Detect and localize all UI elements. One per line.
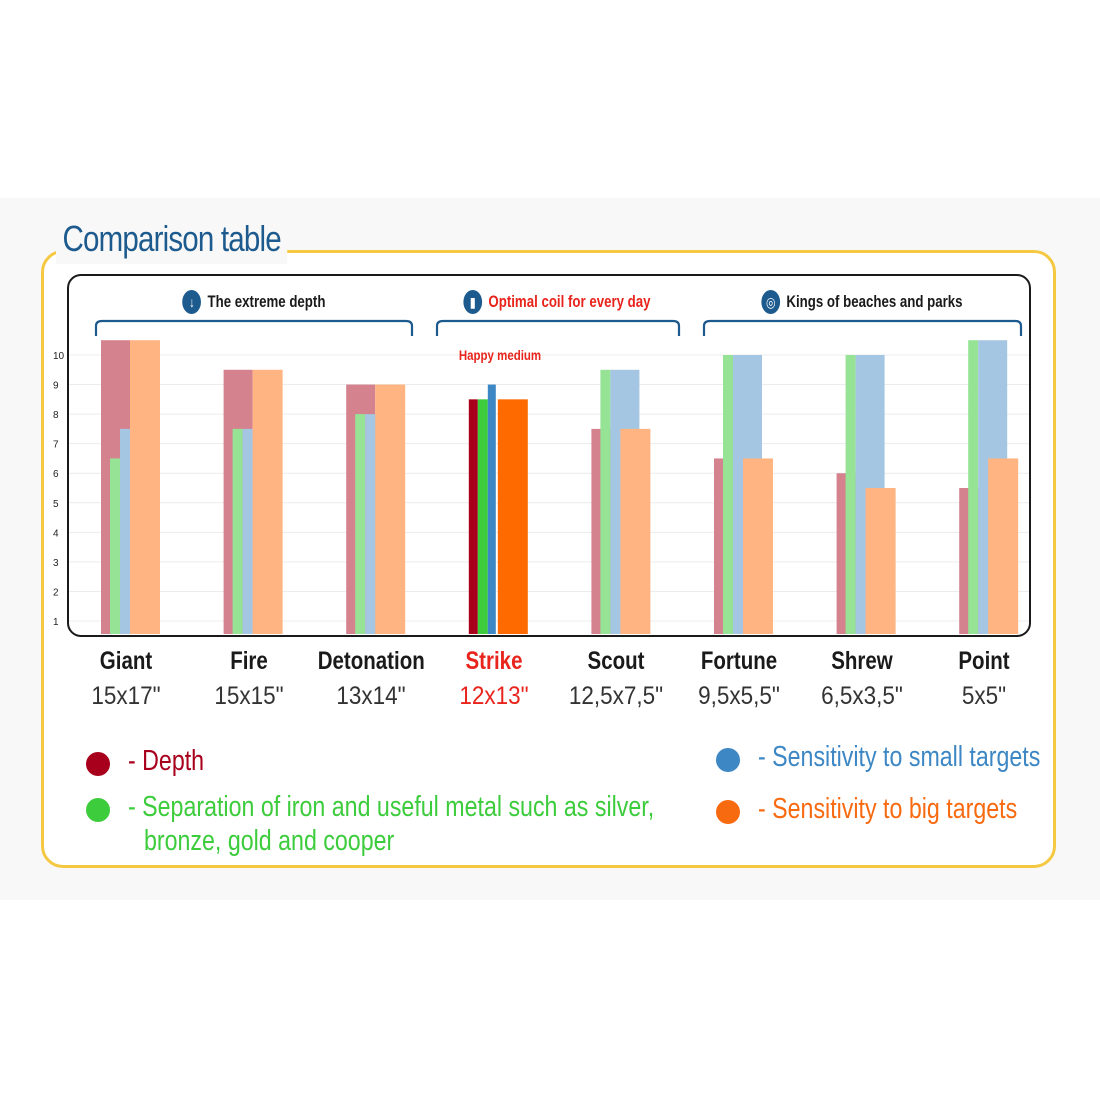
bar-separation-detonation bbox=[355, 414, 366, 634]
bar-sensitivity-to-big-targets-detonation bbox=[375, 384, 406, 634]
bar-sensitivity-to-small-targets-strike bbox=[487, 384, 496, 634]
y-tick-label: 5 bbox=[53, 499, 59, 510]
bar-separation-shrew bbox=[845, 355, 856, 634]
group-heading-extreme-depth: ↓ The extreme depth bbox=[131, 287, 377, 317]
annotation-happy-medium: Happy medium bbox=[459, 347, 541, 363]
coil-name-detonation: Detonation bbox=[317, 647, 425, 675]
coil-name-fortune: Fortune bbox=[700, 647, 778, 675]
legend-label: - Depth bbox=[128, 745, 205, 777]
y-tick-label: 4 bbox=[53, 528, 59, 539]
legend-label: - Sensitivity to big targets bbox=[758, 793, 1018, 825]
legend-swatch bbox=[716, 748, 740, 772]
group-heading-label: Kings of beaches and parks bbox=[786, 292, 963, 311]
legend-item-depth: - Depth bbox=[86, 744, 223, 778]
coil-name-point: Point bbox=[958, 647, 1010, 675]
legend-item-big-targets: - Sensitivity to big targets bbox=[716, 792, 1082, 826]
legend-label-line2: bronze, gold and cooper bbox=[144, 825, 395, 857]
coil-name-fire: Fire bbox=[229, 647, 268, 675]
coil-name-giant: Giant bbox=[99, 647, 153, 675]
coil-name-scout: Scout bbox=[587, 647, 645, 675]
group-bracket bbox=[702, 319, 1023, 336]
bar-separation-point bbox=[968, 340, 979, 634]
y-tick-label: 8 bbox=[53, 410, 59, 421]
arrow-down-icon: ↓ bbox=[182, 290, 202, 314]
y-tick-label: 9 bbox=[53, 381, 59, 392]
bar-sensitivity-to-big-targets-fortune bbox=[743, 458, 773, 634]
legend-swatch bbox=[716, 800, 740, 824]
y-tick-label: 6 bbox=[53, 469, 59, 480]
y-tick-label: 1 bbox=[53, 617, 59, 628]
bar-separation-fire bbox=[232, 428, 243, 634]
bar-sensitivity-to-big-targets-scout bbox=[620, 428, 651, 634]
group-heading-kings-beaches: ◎ Kings of beaches and parks bbox=[738, 287, 986, 317]
legend-swatch bbox=[86, 752, 110, 776]
legend-item-separation: - Separation of iron and useful metal su… bbox=[86, 790, 786, 858]
bar-separation-strike bbox=[477, 399, 488, 634]
coil-size-shrew: 6,5x3,5" bbox=[820, 682, 903, 710]
page-title: Comparison table bbox=[56, 214, 288, 264]
coil-name-shrew: Shrew bbox=[830, 647, 893, 675]
bar-sensitivity-to-big-targets-fire bbox=[252, 369, 283, 634]
coil-size-fire: 15x15" bbox=[213, 682, 284, 710]
bar-chart-icon: ▮ bbox=[463, 290, 483, 314]
coil-size-detonation: 13x14" bbox=[336, 682, 406, 710]
bar-sensitivity-to-big-targets-strike bbox=[497, 399, 528, 634]
y-tick-label: 3 bbox=[53, 558, 59, 569]
bar-depth-strike bbox=[468, 399, 478, 634]
legend-label: - Sensitivity to small targets bbox=[758, 741, 1041, 773]
group-heading-optimal-coil: ▮ Optimal coil for every day bbox=[463, 287, 652, 317]
legend-label: - Separation of iron and useful metal su… bbox=[128, 791, 655, 823]
bar-separation-fortune bbox=[723, 355, 733, 634]
bar-sensitivity-to-big-targets-point bbox=[988, 458, 1019, 634]
y-tick-label: 10 bbox=[53, 351, 65, 362]
coil-size-giant: 15x17" bbox=[91, 682, 161, 710]
group-heading-label: Optimal coil for every day bbox=[488, 292, 651, 311]
y-tick-label: 2 bbox=[53, 587, 59, 598]
bar-separation-scout bbox=[600, 369, 611, 634]
group-bracket bbox=[94, 319, 414, 336]
bar-separation-giant bbox=[110, 458, 120, 634]
target-icon: ◎ bbox=[761, 290, 781, 314]
coil-size-scout: 12,5x7,5" bbox=[569, 682, 664, 710]
group-heading-label: The extreme depth bbox=[207, 292, 326, 311]
y-tick-label: 7 bbox=[53, 440, 59, 451]
coil-size-strike: 12x13" bbox=[459, 682, 529, 710]
legend-item-small-targets: - Sensitivity to small targets bbox=[716, 740, 1100, 774]
coil-size-fortune: 9,5x5,5" bbox=[698, 682, 780, 710]
coil-size-point: 5x5" bbox=[962, 682, 1007, 710]
bar-sensitivity-to-big-targets-giant bbox=[130, 340, 160, 634]
group-bracket bbox=[435, 319, 681, 336]
legend-swatch bbox=[86, 798, 110, 822]
bar-sensitivity-to-big-targets-shrew bbox=[865, 488, 896, 634]
coil-name-strike: Strike bbox=[465, 647, 523, 675]
